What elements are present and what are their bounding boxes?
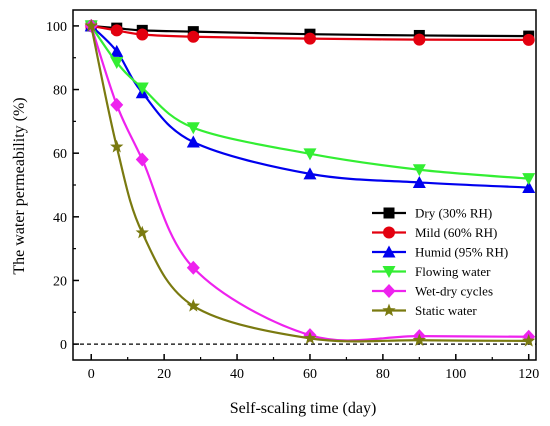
data-point: [522, 181, 536, 194]
x-tick-label: 100: [445, 367, 466, 382]
legend-marker: [382, 303, 396, 317]
data-point: [135, 152, 149, 167]
x-tick-label: 40: [230, 367, 244, 382]
data-point: [84, 18, 98, 32]
y-tick-label: 100: [46, 20, 67, 35]
data-point: [186, 298, 200, 312]
x-axis-label: Self-scaling time (day): [230, 400, 377, 417]
legend-marker: [383, 226, 395, 239]
series-3: [84, 20, 536, 186]
data-point: [110, 139, 124, 153]
y-tick-label: 20: [53, 274, 67, 289]
legend-label: Mild (60% RH): [415, 225, 497, 240]
series-2: [84, 19, 536, 194]
data-point: [522, 333, 536, 347]
data-point: [303, 32, 316, 45]
data-point: [186, 135, 200, 148]
y-tick-label: 0: [60, 338, 67, 353]
legend-label: Humid (95% RH): [415, 245, 508, 260]
legend-label: Static water: [415, 303, 477, 318]
legend-marker: [382, 266, 396, 278]
legend-label: Flowing water: [415, 264, 491, 279]
data-point: [412, 333, 426, 346]
data-point: [110, 24, 123, 37]
legend-marker: [383, 207, 395, 219]
data-point: [412, 164, 426, 177]
data-point: [110, 44, 124, 57]
legend-label: Dry (30% RH): [415, 206, 492, 221]
data-point: [522, 173, 536, 186]
data-point: [413, 33, 426, 46]
data-point: [186, 122, 200, 135]
legend-marker: [382, 284, 396, 298]
data-point: [135, 82, 149, 95]
x-tick-label: 80: [376, 367, 390, 382]
series-1: [85, 19, 535, 46]
x-tick-label: 0: [88, 367, 95, 382]
y-tick-label: 80: [53, 84, 67, 99]
data-point: [522, 33, 535, 46]
series-5: [84, 18, 536, 347]
x-tick-label: 20: [157, 367, 171, 382]
data-point: [186, 260, 200, 275]
data-point: [412, 175, 426, 188]
data-point: [110, 57, 124, 69]
x-tick-label: 120: [518, 367, 539, 382]
data-point: [135, 225, 149, 239]
legend-label: Wet-dry cycles: [415, 284, 493, 299]
y-tick-label: 40: [53, 211, 67, 226]
y-tick-label: 60: [53, 147, 67, 162]
data-point: [136, 28, 149, 41]
data-point: [303, 331, 317, 345]
x-tick-label: 60: [303, 367, 317, 382]
data-point: [303, 148, 317, 161]
legend-marker: [382, 245, 396, 258]
y-axis-label: The water permeability (%): [11, 97, 28, 274]
data-point: [187, 30, 200, 43]
data-point: [303, 167, 317, 180]
series-line: [90, 25, 529, 189]
data-point: [110, 97, 124, 112]
